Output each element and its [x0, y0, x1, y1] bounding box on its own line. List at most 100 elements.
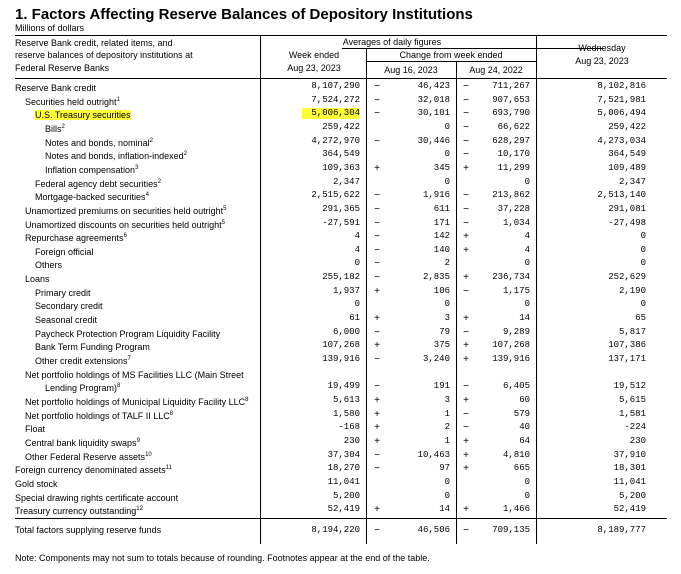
change-value-2: 60: [519, 394, 530, 405]
change-sign-1: +: [374, 313, 380, 325]
change-sign-1: +: [374, 162, 380, 174]
wednesday-value: 364,549: [608, 149, 646, 160]
change-value-2: 4: [524, 231, 530, 242]
week-value: 291,365: [322, 203, 360, 214]
row-label: Special drawing rights certificate accou…: [15, 491, 178, 504]
week-value: 11,041: [327, 476, 360, 487]
change-sign-1: +: [374, 504, 380, 516]
change-sign-1: −: [374, 203, 380, 215]
change-value-2: 1,175: [502, 285, 530, 296]
wednesday-value: -27,498: [608, 217, 646, 228]
footnote-marker: 2: [157, 178, 161, 185]
col-rule-4: [536, 35, 537, 544]
change-sign-1: +: [374, 422, 380, 434]
row-label-text: Inflation compensation: [45, 164, 136, 175]
wednesday-value: 0: [640, 231, 646, 242]
change-sign-2: −: [463, 381, 469, 393]
change-value-1: 171: [433, 217, 450, 228]
change-sign-1: −: [374, 525, 380, 536]
row-label: Unamortized discounts on securities held…: [25, 218, 225, 231]
change-value-1: 3,240: [422, 354, 450, 364]
week-value: 259,422: [322, 121, 360, 132]
change-value-2: 4: [524, 244, 530, 255]
change-sign-2: −: [463, 94, 469, 106]
row-label-text: Bills: [45, 123, 62, 134]
change-value-2: 907,653: [492, 94, 530, 105]
change-sign-2: +: [463, 449, 469, 461]
row-label-text: Mortgage-backed securities: [35, 192, 146, 203]
change-sign-2: +: [463, 504, 469, 516]
change-value-2: 107,268: [492, 340, 530, 351]
col-rule-3: [456, 62, 457, 544]
change-sign-1: −: [374, 258, 380, 270]
row-label-text: Lending Program): [45, 383, 118, 394]
change-sign-2: −: [463, 422, 469, 434]
change-value-1: 345: [433, 162, 450, 173]
change-value-2: 0: [524, 490, 530, 501]
change-sign-1: −: [374, 354, 380, 365]
footnote-marker: 4: [145, 192, 149, 199]
change-value-1: 140: [433, 244, 450, 255]
week-value: 18,270: [327, 463, 360, 474]
footnote-marker: 5: [223, 205, 227, 212]
row-label: U.S. Treasury securities: [35, 108, 131, 121]
wednesday-value: 0: [640, 258, 646, 269]
change-value-1: 3: [444, 313, 450, 324]
wednesday-value: 2,513,140: [597, 190, 646, 201]
change-value-1: 30,446: [417, 135, 450, 146]
change-value-2: 665: [513, 463, 530, 474]
change-value-2: 236,734: [492, 272, 530, 283]
change-sign-2: −: [463, 525, 469, 536]
change-sign-2: −: [463, 108, 469, 120]
row-label: Others: [35, 258, 62, 271]
week-value: 1,937: [332, 285, 360, 296]
week-value: -27,591: [322, 217, 360, 228]
change-sign-1: +: [374, 285, 380, 297]
wednesday-value: 109,489: [608, 162, 646, 173]
change-sign-2: +: [463, 272, 469, 284]
row-label: Net portfolio holdings of TALF II LLC8: [25, 409, 173, 422]
week-value: 2,347: [332, 176, 360, 187]
change-sign-1: −: [374, 449, 380, 461]
change-value-1: 10,463: [417, 449, 450, 460]
header-bottom-rule: [15, 78, 667, 79]
row-label: Unamortized premiums on securities held …: [25, 204, 226, 217]
row-label-text: Foreign currency denominated assets: [15, 465, 166, 476]
week-value: 8,107,290: [311, 81, 360, 91]
change-sign-1: −: [374, 463, 380, 475]
footnote-marker: 9: [136, 437, 140, 444]
week-value: 139,916: [322, 354, 360, 364]
row-label-text: Net portfolio holdings of TALF II LLC: [25, 410, 170, 421]
wednesday-value: -224: [624, 422, 646, 433]
change-sign-2: +: [463, 435, 469, 447]
change-sign-2: +: [463, 354, 469, 365]
row-label: Foreign currency denominated assets11: [15, 463, 172, 476]
wednesday-value: 1,581: [618, 408, 646, 419]
row-label-text: Treasury currency outstanding: [15, 506, 137, 517]
week-value: 230: [343, 435, 360, 446]
change-value-2: 4,810: [502, 449, 530, 460]
week-value: 364,549: [322, 149, 360, 160]
change-value-1: 30,101: [417, 108, 450, 119]
wednesday-value: 4,273,034: [597, 135, 646, 146]
row-label: Reserve Bank credit: [15, 81, 96, 94]
header-wednesday-date: Aug 23, 2023: [575, 56, 629, 66]
change-sign-2: +: [463, 313, 469, 325]
header-averages: Averages of daily figures: [342, 37, 442, 47]
week-value: 37,304: [327, 449, 360, 460]
row-label: Paycheck Protection Program Liquidity Fa…: [35, 327, 220, 340]
change-value-1: 106: [433, 285, 450, 296]
header-aug16: Aug 16, 2023: [384, 65, 438, 75]
row-label: Federal agency debt securities2: [35, 177, 161, 190]
row-label-text: Notes and bonds, nominal: [45, 137, 150, 148]
week-value: 0: [354, 299, 360, 310]
change-value-2: 0: [524, 176, 530, 187]
change-value-1: 0: [444, 121, 450, 132]
wednesday-value: 0: [640, 299, 646, 310]
header-week-ended-date: Aug 23, 2023: [287, 63, 341, 73]
change-value-1: 2: [444, 258, 450, 269]
row-label-text: Net portfolio holdings of Municipal Liqu…: [25, 396, 246, 407]
wednesday-value: 252,629: [608, 272, 646, 283]
change-value-1: 97: [439, 463, 450, 474]
row-label-text: Bank Term Funding Program: [35, 342, 150, 353]
